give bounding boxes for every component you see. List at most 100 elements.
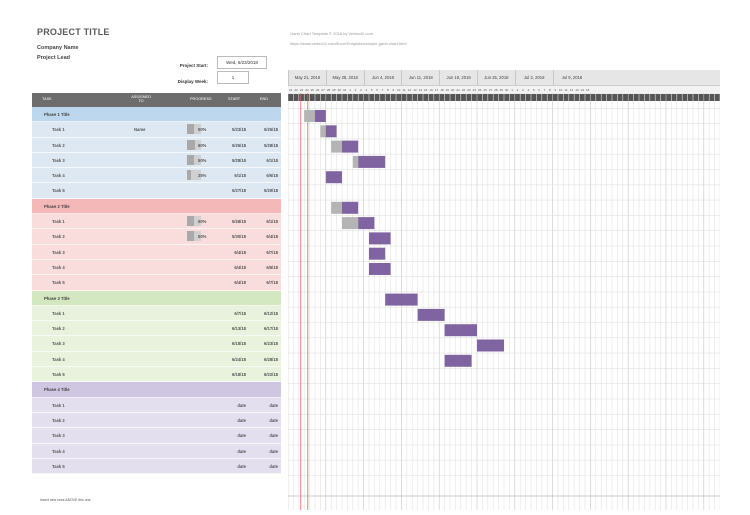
task-row[interactable]: Task 1 Name 50% 5/23/18 5/26/18	[32, 122, 281, 138]
day-number: 7	[381, 88, 384, 92]
task-row[interactable]: Task 3 6/4/18 6/7/18	[32, 244, 281, 260]
task-row[interactable]: Task 4 date date	[32, 443, 281, 459]
task-name: Task 1	[52, 127, 65, 133]
week-label: Jul 2, 2018	[514, 70, 553, 85]
task-row[interactable]: Task 2 6/13/18 6/17/18	[32, 321, 281, 337]
task-row[interactable]: Task 4 6/24/18 6/28/18	[32, 351, 281, 368]
task-start: 6/18/18	[232, 341, 246, 347]
task-start: 5/28/18	[232, 219, 246, 225]
task-row[interactable]: Task 2 60% 5/26/18 5/28/18	[32, 137, 281, 153]
task-end: 6/1/18	[266, 219, 278, 225]
phase-row[interactable]: Phase 4 Title	[32, 382, 281, 398]
day-number: 1	[511, 88, 513, 92]
task-bar-done	[342, 217, 359, 230]
task-progress: 50%	[198, 127, 207, 133]
task-bar	[444, 324, 477, 337]
task-assigned: Name	[134, 127, 146, 133]
col-progress: PROGRESS	[190, 97, 212, 101]
day-number: 13	[575, 88, 579, 92]
task-bar	[325, 171, 342, 184]
template-link[interactable]: https://www.vertex42.com/ExcelTemplates/…	[290, 41, 407, 46]
task-end: 6/6/18	[266, 264, 278, 270]
task-end: 6/22/18	[264, 372, 278, 378]
progress-fill	[187, 170, 191, 181]
task-row[interactable]: Task 4 6/4/18 6/6/18	[32, 259, 281, 276]
task-row[interactable]: Task 1 date date	[32, 397, 281, 413]
page-title: PROJECT TITLE	[37, 27, 110, 37]
task-name: Task 2	[52, 142, 65, 148]
day-number: 28	[494, 88, 498, 92]
task-bar-done	[304, 110, 315, 122]
day-number: 23	[299, 88, 304, 92]
day-number: 21	[456, 88, 460, 92]
task-name: Task 3	[52, 249, 65, 255]
phase-title: Phase 3 Title	[44, 295, 70, 301]
col-task: TASK	[42, 97, 52, 101]
display-week-input[interactable]: 1	[217, 71, 249, 84]
project-start-input[interactable]: Wed, 5/23/2018	[217, 56, 267, 69]
task-name: Task 1	[52, 310, 65, 316]
day-number: 8	[549, 88, 551, 92]
task-name: Task 2	[52, 417, 65, 423]
phase-row[interactable]: Phase 3 Title	[32, 290, 281, 306]
day-number: 24	[472, 88, 476, 92]
day-number: 18	[440, 88, 444, 92]
day-number: 11	[564, 88, 568, 92]
progress-fill	[187, 139, 196, 150]
task-row[interactable]: Task 5 6/18/18 6/22/18	[32, 367, 281, 383]
task-bar	[385, 293, 418, 306]
task-name: Task 3	[52, 433, 65, 439]
task-end: 6/28/18	[264, 356, 278, 362]
task-row[interactable]: Task 3 date date	[32, 428, 281, 444]
task-row[interactable]: Task 3 6/18/18 6/23/18	[32, 336, 281, 352]
task-start: 5/23/18	[232, 127, 246, 133]
task-row[interactable]: Task 4 25% 6/1/18 6/6/18	[32, 168, 281, 184]
phase-row[interactable]: Phase 1 Title	[32, 107, 281, 123]
day-number: 25	[310, 88, 314, 92]
task-row[interactable]: Task 2 50% 5/30/18 6/4/18	[32, 229, 281, 245]
task-row[interactable]: Task 5 6/4/18 6/7/18	[32, 275, 281, 291]
task-name: Task 4	[52, 173, 65, 179]
task-start: 5/27/18	[232, 188, 246, 194]
task-end: 6/4/18	[266, 234, 278, 240]
day-number: 10	[559, 88, 563, 92]
day-number: 2	[354, 88, 357, 92]
template-credit[interactable]: Gantt Chart Template © 2018 by Vertex42.…	[290, 31, 373, 36]
day-number: 23	[467, 88, 471, 92]
day-number: 10	[397, 88, 401, 92]
task-row[interactable]: Task 1 50% 5/28/18 6/1/18	[32, 214, 281, 230]
day-number: 14	[580, 88, 584, 92]
task-end: 6/1/18	[266, 157, 278, 163]
progress-bar	[187, 170, 201, 181]
progress-bar	[187, 139, 201, 150]
phase-row[interactable]: Phase 2 Title	[32, 198, 281, 215]
task-start: date	[237, 433, 246, 439]
project-lead: Project Lead	[37, 55, 71, 61]
day-number: 2	[516, 88, 519, 92]
task-bar	[358, 155, 386, 168]
task-end: date	[269, 402, 278, 408]
day-number: 15	[424, 88, 428, 92]
task-name: Task 5	[52, 463, 65, 469]
task-start: 6/7/18	[234, 310, 246, 316]
task-row[interactable]: Task 1 6/7/18 6/12/18	[32, 305, 281, 322]
task-row[interactable]: Task 2 date date	[32, 412, 281, 429]
progress-fill	[187, 154, 194, 165]
task-row[interactable]: Task 5 date date	[32, 458, 281, 475]
task-end: 6/7/18	[266, 249, 278, 255]
task-row[interactable]: Task 3 50% 5/28/18 6/1/18	[32, 152, 281, 169]
day-number: 22	[461, 88, 466, 92]
progress-bar	[187, 124, 201, 135]
day-number: 30	[505, 88, 509, 92]
task-bar	[342, 201, 359, 214]
progress-bar	[187, 216, 201, 227]
task-row[interactable]: Task 5 5/27/18 5/29/18	[32, 183, 281, 199]
day-number: 27	[321, 88, 325, 92]
day-number: 27	[488, 88, 493, 92]
task-end: 6/6/18	[266, 173, 278, 179]
week-label: Jun 18, 2018	[439, 70, 477, 85]
task-end: date	[269, 417, 278, 423]
task-bar-done	[331, 140, 342, 153]
task-end: 6/12/18	[264, 310, 278, 316]
task-bar	[325, 125, 337, 138]
